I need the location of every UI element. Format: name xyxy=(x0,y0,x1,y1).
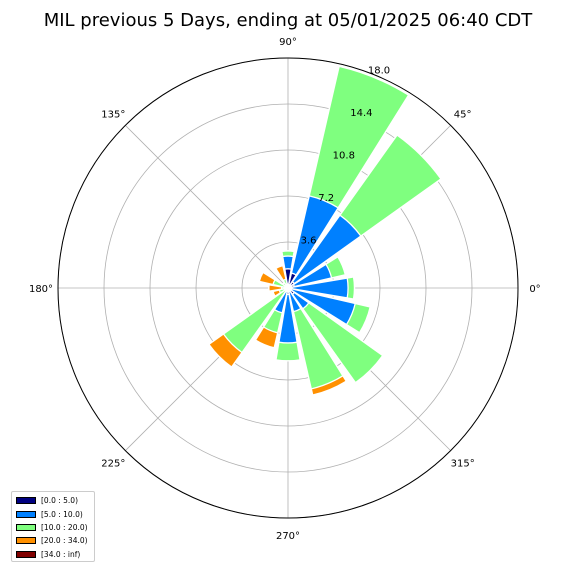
legend-swatch xyxy=(16,510,36,518)
wind-bar-sector xyxy=(287,277,349,299)
legend-label: [34.0 : inf) xyxy=(41,549,81,559)
legend-label: [0.0 : 5.0) xyxy=(41,496,79,506)
radial-tick-label: 14.4 xyxy=(350,108,372,119)
angle-tick-label: 180° xyxy=(29,284,53,295)
wind-bar-sector xyxy=(284,268,292,289)
wind-bar-sector xyxy=(287,287,357,326)
legend-entry: [34.0 : inf) xyxy=(16,548,94,561)
legend: [0.0 : 5.0) [5.0 : 10.0) [10.0 : 20.0) [20.… xyxy=(11,491,95,562)
angle-tick-label: 315° xyxy=(451,459,475,470)
angle-tick-label: 45° xyxy=(454,109,472,120)
wind-rose-bars xyxy=(208,65,442,396)
legend-swatch xyxy=(16,550,36,558)
radial-tick-labels: 3.6 7.2 10.8 14.4 18.0 xyxy=(301,66,391,247)
wind-bar-sector xyxy=(287,287,302,313)
chart-title: MIL previous 5 Days, ending at 05/01/202… xyxy=(43,10,533,31)
legend-label: [5.0 : 10.0) xyxy=(41,509,83,519)
wind-bar-sector xyxy=(272,278,289,289)
wind-bar-sector xyxy=(287,263,333,289)
radial-tick-label: 10.8 xyxy=(333,151,355,162)
angle-tick-label: 225° xyxy=(101,459,125,470)
angle-tick-labels: 0° 45° 90° 135° 180° 225° 270° 315° xyxy=(29,37,541,542)
legend-swatch xyxy=(16,523,36,531)
angle-tick-label: 90° xyxy=(279,37,297,48)
wind-bar-sector xyxy=(287,214,362,289)
legend-entry: [5.0 : 10.0) xyxy=(16,507,94,520)
wind-bar-sector xyxy=(268,284,289,292)
grid-ring xyxy=(149,149,427,427)
legend-label: [10.0 : 20.0) xyxy=(41,522,88,532)
angle-tick-label: 270° xyxy=(276,531,300,542)
wind-bar-sector xyxy=(287,195,340,289)
legend-entry: [10.0 : 20.0) xyxy=(16,521,94,534)
wind-bar-sector xyxy=(287,287,384,384)
radial-tick-label: 3.6 xyxy=(301,236,317,247)
wind-bar-sector xyxy=(222,287,289,354)
wind-bar-sector xyxy=(287,272,298,289)
legend-entry: [20.0 : 34.0) xyxy=(16,534,94,547)
angle-tick-label: 135° xyxy=(101,109,125,120)
grid-ring xyxy=(103,103,473,473)
legend-swatch xyxy=(16,497,36,505)
wind-bar-sector xyxy=(287,287,344,390)
legend-entry: [0.0 : 5.0) xyxy=(16,494,94,507)
grid-ring xyxy=(195,195,381,381)
radial-tick-label: 7.2 xyxy=(318,193,334,204)
grid-spoke xyxy=(125,125,289,289)
wind-bar-sector xyxy=(278,287,298,344)
legend-swatch xyxy=(16,537,36,545)
outer-axis-circle xyxy=(57,57,519,519)
wind-bar-sector xyxy=(273,287,289,314)
legend-label: [20.0 : 34.0) xyxy=(41,536,88,546)
wind-bar-sector xyxy=(287,287,293,291)
radial-tick-label: 18.0 xyxy=(368,66,390,77)
angle-tick-label: 0° xyxy=(529,284,540,295)
